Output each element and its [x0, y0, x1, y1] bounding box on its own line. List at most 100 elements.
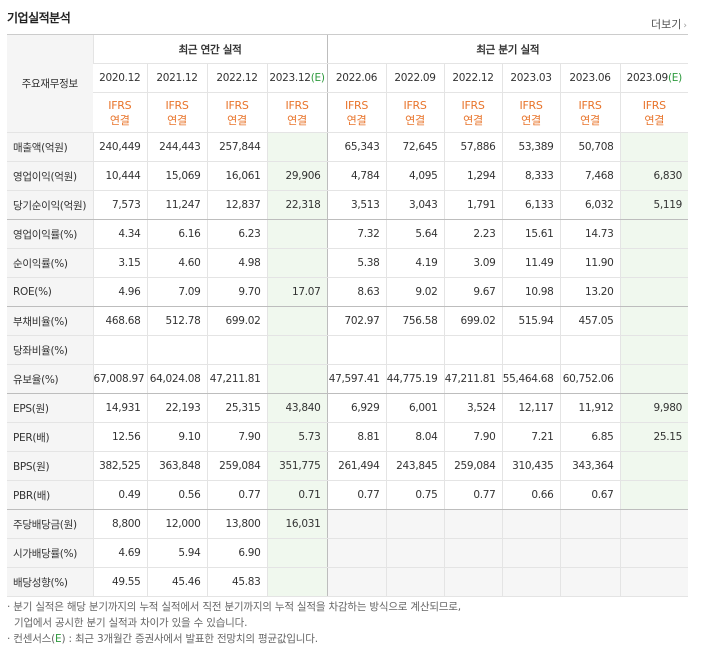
- table-cell: [619, 132, 688, 162]
- table-cell: 65,343: [326, 132, 386, 162]
- table-cell: 16,031: [266, 509, 327, 539]
- table-cell: [266, 306, 327, 336]
- table-cell: 7,573: [92, 190, 147, 220]
- row-label: 시가배당률(%): [7, 538, 93, 568]
- table-cell: [619, 451, 688, 481]
- table-cell: 8,333: [501, 161, 560, 191]
- row-label: EPS(원): [7, 393, 93, 423]
- table-cell: [559, 335, 620, 365]
- table-cell: 64,024.08: [146, 364, 207, 394]
- table-cell: 12,837: [206, 190, 267, 220]
- table-cell: 45.46: [146, 567, 207, 597]
- period-header: 2021.12: [146, 63, 207, 93]
- row-label: 영업이익(억원): [7, 161, 93, 191]
- table-cell: 15,069: [146, 161, 207, 191]
- table-cell: 259,084: [443, 451, 502, 481]
- table-cell: 512.78: [146, 306, 207, 336]
- period-header: 2023.09(E): [619, 63, 688, 93]
- more-link[interactable]: 더보기 ›: [651, 16, 687, 32]
- table-cell: [385, 538, 444, 568]
- table-cell: 4.60: [146, 248, 207, 278]
- table-cell: 4.96: [92, 277, 147, 307]
- table-cell: 6,032: [559, 190, 620, 220]
- table-cell: [326, 567, 386, 597]
- accounting-standard: IFRS 연결: [146, 92, 207, 133]
- period-header: 2022.12: [443, 63, 502, 93]
- table-cell: [501, 335, 560, 365]
- row-label: 유보율(%): [7, 364, 93, 394]
- footnote-consensus-prefix: · 컨센서스(: [7, 633, 56, 645]
- accounting-standard: IFRS 연결: [443, 92, 502, 133]
- table-cell: 3.15: [92, 248, 147, 278]
- table-cell: 8,800: [92, 509, 147, 539]
- table-cell: [559, 567, 620, 597]
- row-label: 부채비율(%): [7, 306, 93, 336]
- table-cell: 57,886: [443, 132, 502, 162]
- table-cell: 7.32: [326, 219, 386, 249]
- accounting-standard: IFRS 연결: [619, 92, 688, 133]
- table-cell: [443, 335, 502, 365]
- table-cell: 4,095: [385, 161, 444, 191]
- table-row: 부채비율(%) 468.68 512.78 699.02 702.97 756.58 699…: [7, 306, 688, 336]
- table-cell: 0.49: [92, 480, 147, 510]
- table-cell: 11.90: [559, 248, 620, 278]
- table-cell: 60,752.06: [559, 364, 620, 394]
- table-cell: 16,061: [206, 161, 267, 191]
- table-row: PER(배) 12.56 9.10 7.90 5.73 8.81 8.04 7.90 7.21 6…: [7, 422, 688, 452]
- consolidated-label: 연결: [109, 113, 130, 127]
- table-cell: 5.38: [326, 248, 386, 278]
- period-header: 2023.03: [501, 63, 560, 93]
- table-cell: 15.61: [501, 219, 560, 249]
- table-cell: 3,043: [385, 190, 444, 220]
- quarter-group-header: 최근 분기 실적: [326, 34, 688, 64]
- table-cell: [266, 132, 327, 162]
- accounting-standard: IFRS 연결: [266, 92, 327, 133]
- table-row: 순이익률(%) 3.15 4.60 4.98 5.38 4.19 3.09 11.49 11.9…: [7, 248, 688, 278]
- table-cell: [266, 335, 327, 365]
- table-cell: 12.56: [92, 422, 147, 452]
- row-label: ROE(%): [7, 277, 93, 307]
- table-cell: 10.98: [501, 277, 560, 307]
- table-cell: 699.02: [443, 306, 502, 336]
- table-cell: 49.55: [92, 567, 147, 597]
- table-cell: 515.94: [501, 306, 560, 336]
- accounting-standard: IFRS 연결: [501, 92, 560, 133]
- chevron-right-icon: ›: [683, 21, 687, 31]
- table-cell: 0.77: [206, 480, 267, 510]
- table-cell: 1,294: [443, 161, 502, 191]
- table-cell: [443, 509, 502, 539]
- table-cell: [619, 509, 688, 539]
- table-cell: 4.19: [385, 248, 444, 278]
- table-cell: 22,193: [146, 393, 207, 423]
- table-cell: 5.64: [385, 219, 444, 249]
- table-cell: 14.73: [559, 219, 620, 249]
- consolidated-label: 연결: [644, 113, 665, 127]
- table-row: BPS(원) 382,525 363,848 259,084 351,775 261,49…: [7, 451, 688, 481]
- table-cell: 699.02: [206, 306, 267, 336]
- ifrs-label: IFRS: [108, 98, 132, 112]
- table-cell: 47,211.81: [206, 364, 267, 394]
- table-cell: 257,844: [206, 132, 267, 162]
- row-label: 주당배당금(원): [7, 509, 93, 539]
- table-cell: 14,931: [92, 393, 147, 423]
- ifrs-label: IFRS: [403, 98, 427, 112]
- table-cell: 3,513: [326, 190, 386, 220]
- table-cell: [385, 509, 444, 539]
- table-cell: 2.23: [443, 219, 502, 249]
- row-label: BPS(원): [7, 451, 93, 481]
- table-cell: [326, 335, 386, 365]
- table-cell: [385, 335, 444, 365]
- table-cell: [266, 567, 327, 597]
- table-cell: 6,001: [385, 393, 444, 423]
- table-cell: 351,775: [266, 451, 327, 481]
- table-cell: 468.68: [92, 306, 147, 336]
- table-cell: [619, 567, 688, 597]
- table-cell: 9,980: [619, 393, 688, 423]
- table-cell: 310,435: [501, 451, 560, 481]
- table-cell: 6,133: [501, 190, 560, 220]
- table-cell: 3.09: [443, 248, 502, 278]
- table-cell: 50,708: [559, 132, 620, 162]
- table-cell: 29,906: [266, 161, 327, 191]
- period-header: 2023.06: [559, 63, 620, 93]
- accounting-standard: IFRS 연결: [326, 92, 386, 133]
